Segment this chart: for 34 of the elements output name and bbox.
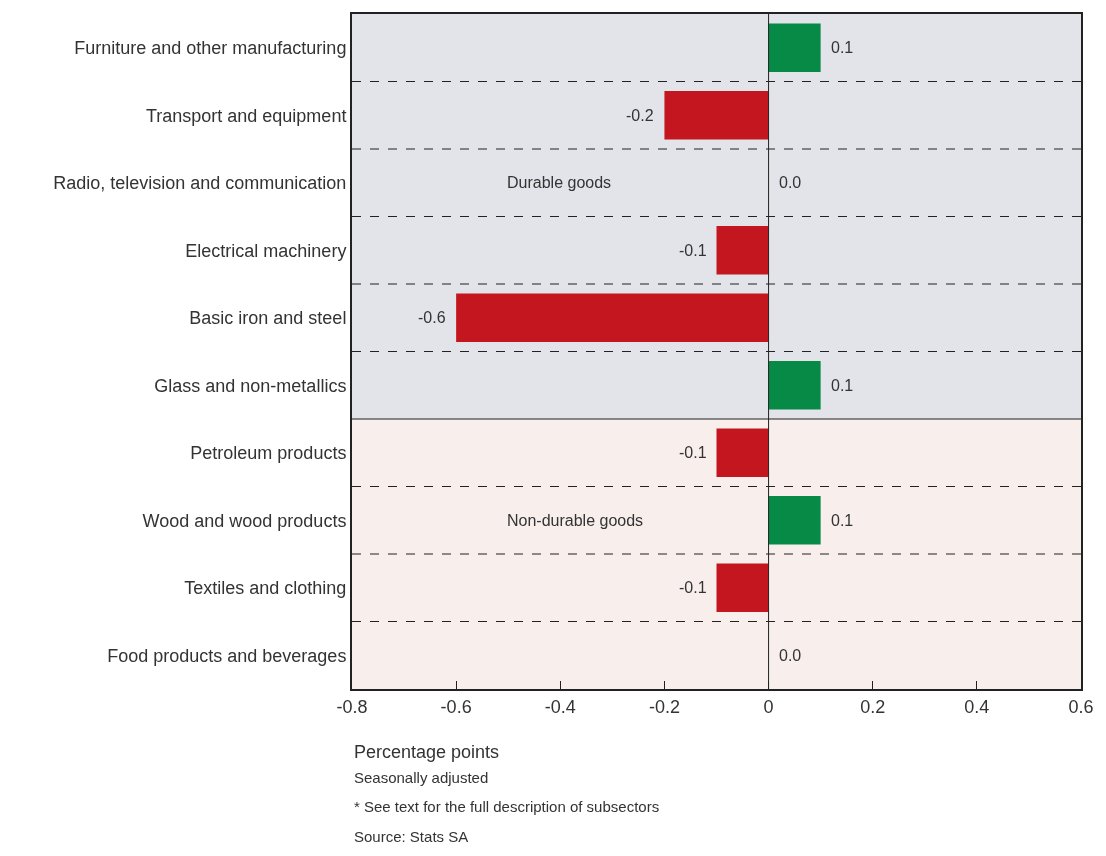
y-tick-label: Textiles and clothing xyxy=(184,578,347,599)
data-label: 0.1 xyxy=(831,377,854,394)
band-label: Non-durable goods xyxy=(507,512,644,529)
data-label: -0.1 xyxy=(679,579,707,596)
x-tick-label: -0.4 xyxy=(544,696,576,717)
y-tick-label: Wood and wood products xyxy=(142,510,347,531)
x-tick-label: 0.4 xyxy=(964,696,990,717)
x-tick-label: 0 xyxy=(763,696,774,717)
band-label: Durable goods xyxy=(507,174,612,191)
y-tick-label: Transport and equipment xyxy=(145,105,347,126)
y-tick-label: Electrical machinery xyxy=(185,240,347,261)
source-note: Source: Stats SA xyxy=(354,828,469,845)
data-label: 0.1 xyxy=(831,512,854,529)
x-tick-label: -0.8 xyxy=(336,696,368,717)
x-tick-label: 0.6 xyxy=(1068,696,1094,717)
data-label: -0.1 xyxy=(679,444,707,461)
data-label: -0.6 xyxy=(418,309,446,326)
text: * See text for the full description of subsectors xyxy=(354,798,660,815)
text: Seasonally adjusted xyxy=(354,769,489,786)
data-label: 0.0 xyxy=(779,174,802,191)
y-tick-label: Food products and beverages xyxy=(107,645,347,666)
data-label: -0.2 xyxy=(626,107,654,124)
x-tick-label: 0.2 xyxy=(860,696,886,717)
data-label: 0.0 xyxy=(779,647,802,664)
data-label: 0.1 xyxy=(831,39,854,56)
x-axis-title: Percentage points xyxy=(354,742,500,762)
y-tick-label: Basic iron and steel xyxy=(189,308,347,329)
y-tick-label: Radio, television and communication xyxy=(53,173,347,194)
data-label: -0.1 xyxy=(679,242,707,259)
y-tick-label: Furniture and other manufacturing xyxy=(74,38,347,59)
x-tick-label: -0.6 xyxy=(440,696,472,717)
y-tick-label: Glass and non-metallics xyxy=(154,375,347,396)
x-tick-label: -0.2 xyxy=(648,696,680,717)
y-tick-label: Petroleum products xyxy=(190,443,347,464)
